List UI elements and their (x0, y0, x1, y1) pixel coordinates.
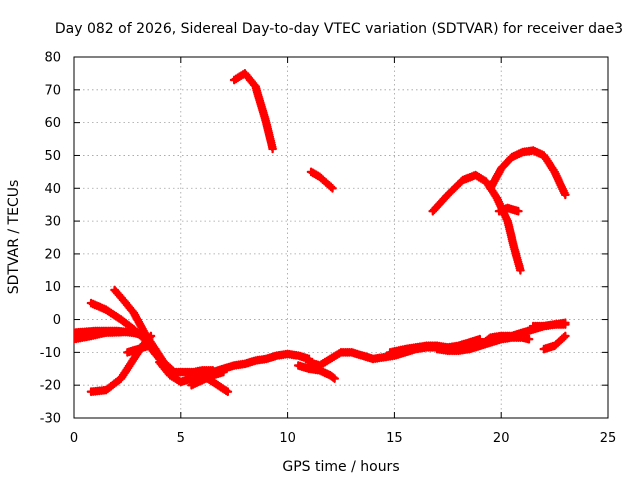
series-layer (74, 69, 570, 397)
y-tick-label: 60 (44, 116, 61, 131)
y-tick-label: 50 (44, 149, 61, 164)
arc-markers (229, 69, 277, 154)
arc-markers (155, 349, 314, 387)
arc-markers (187, 367, 228, 390)
arc-markers (306, 167, 337, 193)
y-tick-label: -30 (40, 412, 61, 427)
arc-markers (464, 333, 534, 354)
y-axis-label: SDTVAR / TECUs (6, 180, 22, 295)
x-tick-label: 10 (279, 431, 296, 446)
arc-markers (428, 170, 525, 275)
y-tick-label: 0 (53, 313, 61, 328)
arc-markers (539, 331, 570, 354)
series-arc-19 (428, 170, 525, 275)
plot-frame (73, 56, 609, 419)
chart-title: Day 082 of 2026, Sidereal Day-to-day VTE… (55, 21, 623, 37)
grid-lines (74, 57, 608, 418)
y-tick-label: 40 (44, 182, 61, 197)
y-tick-label: 70 (44, 83, 61, 98)
series-arc-20 (486, 146, 570, 200)
y-tick-label: 10 (44, 280, 61, 295)
series-arc-14 (464, 333, 534, 354)
x-tick-label: 0 (70, 431, 78, 446)
series-arc-21 (494, 203, 523, 216)
x-axis-label: GPS time / hours (282, 459, 399, 475)
series-arc-8 (187, 367, 228, 390)
y-tick-label: -20 (40, 379, 61, 394)
y-tick-label: 20 (44, 247, 61, 262)
arc-markers (486, 146, 570, 200)
series-arc-15 (528, 320, 570, 331)
y-tick-label: 80 (44, 51, 61, 66)
series-arc-9 (189, 366, 218, 377)
series-arc-18 (306, 167, 337, 193)
series-arc-17 (229, 69, 277, 154)
arc-markers (494, 203, 523, 216)
arc-markers (189, 366, 218, 377)
x-tick-label: 15 (386, 431, 403, 446)
x-tick-label: 25 (600, 431, 617, 446)
x-tick-label: 20 (493, 431, 510, 446)
x-tick-label: 5 (177, 431, 185, 446)
arc-markers (528, 320, 570, 331)
y-tick-label: -10 (40, 346, 61, 361)
arc-markers (293, 361, 339, 383)
series-arc-10 (293, 361, 339, 383)
axis-ticks: 0 5 10 15 20 25 -30 -20 -10 0 10 20 30 40 50 60 70 80 (40, 51, 617, 447)
series-arc-7 (155, 349, 314, 387)
series-arc-16 (539, 331, 570, 354)
y-tick-label: 30 (44, 215, 61, 230)
